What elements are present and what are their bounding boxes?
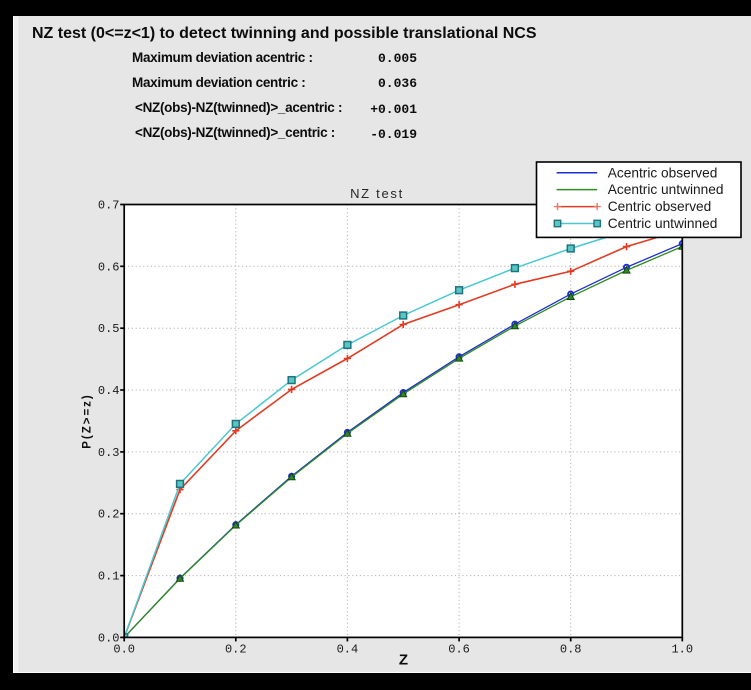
- svg-text:0.1: 0.1: [98, 570, 120, 584]
- svg-text:Z: Z: [399, 651, 408, 668]
- svg-text:0.8: 0.8: [560, 643, 582, 657]
- svg-text:NZ test: NZ test: [350, 186, 404, 201]
- svg-text:0.2: 0.2: [225, 643, 247, 657]
- svg-text:1.0: 1.0: [671, 643, 693, 657]
- svg-text:0.7: 0.7: [98, 199, 120, 213]
- svg-text:0.0: 0.0: [113, 643, 135, 657]
- svg-text:0.4: 0.4: [98, 384, 120, 398]
- svg-text:0.0: 0.0: [98, 631, 120, 645]
- svg-text:Acentric observed: Acentric observed: [608, 165, 718, 180]
- svg-text:0.6: 0.6: [448, 643, 470, 657]
- svg-text:0.4: 0.4: [337, 643, 359, 657]
- svg-text:P(Z>=z): P(Z>=z): [82, 393, 94, 449]
- svg-text:0.3: 0.3: [98, 446, 120, 460]
- svg-text:0.2: 0.2: [98, 508, 120, 522]
- svg-text:Centric untwinned: Centric untwinned: [608, 216, 718, 231]
- svg-text:0.5: 0.5: [98, 322, 120, 336]
- svg-text:Acentric untwinned: Acentric untwinned: [608, 182, 724, 197]
- svg-text:Centric observed: Centric observed: [608, 199, 711, 214]
- svg-text:0.6: 0.6: [98, 260, 120, 274]
